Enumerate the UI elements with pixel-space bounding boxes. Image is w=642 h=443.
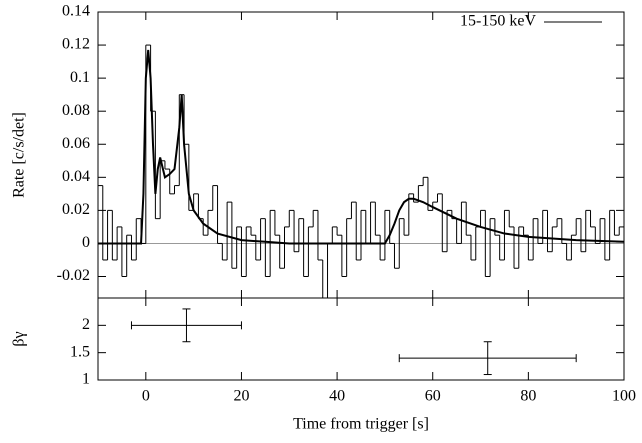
y-tick-label: 0.08 xyxy=(62,102,90,119)
y-tick-label: 0 xyxy=(82,234,90,251)
y-tick-label: 0.02 xyxy=(62,201,90,218)
y-tick-label: -0.02 xyxy=(57,267,90,284)
x-axis-label: Time from trigger [s] xyxy=(293,416,429,433)
y-tick-label: 0.14 xyxy=(62,3,90,20)
model-curve xyxy=(98,49,625,245)
legend-label: 15-150 keV xyxy=(460,13,536,30)
y-tick-label: 2 xyxy=(82,316,90,333)
y-tick-label: 1 xyxy=(82,371,90,388)
y-tick-label: 0.1 xyxy=(70,69,90,86)
y-axis-label: βγ xyxy=(11,331,28,346)
x-tick-label: 0 xyxy=(142,388,150,405)
x-tick-label: 100 xyxy=(612,388,636,405)
x-tick-label: 60 xyxy=(425,388,441,405)
y-tick-label: 0.12 xyxy=(62,36,90,53)
x-tick-label: 40 xyxy=(329,388,345,405)
y-tick-label: 0.06 xyxy=(62,135,90,152)
y-tick-label: 0.04 xyxy=(62,168,90,185)
x-tick-label: 80 xyxy=(520,388,536,405)
y-tick-label: 1.5 xyxy=(70,343,90,360)
y-axis-label: Rate [c/s/det] xyxy=(11,112,28,198)
plot-frame xyxy=(97,297,625,381)
x-tick-label: 20 xyxy=(233,388,249,405)
